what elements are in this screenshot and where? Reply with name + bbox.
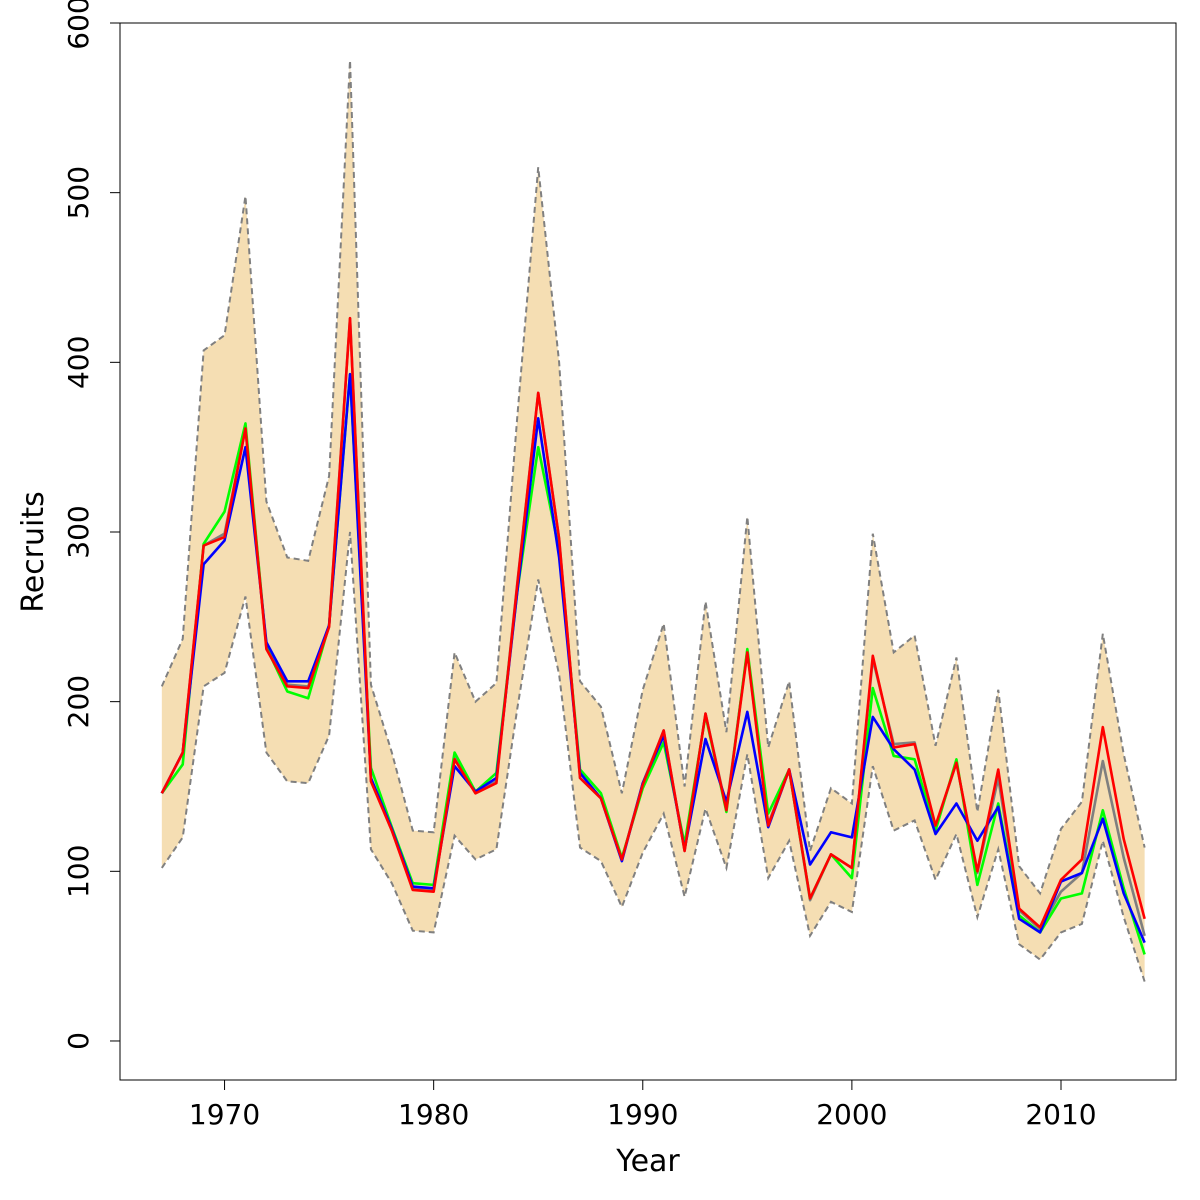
y-tick-label: 100: [62, 845, 95, 898]
y-axis: 0 100 200 300 400 500 600: [62, 0, 121, 1050]
y-tick-label: 0: [62, 1032, 95, 1050]
x-tick-label: 1970: [189, 1098, 260, 1131]
x-axis-title: Year: [615, 1144, 680, 1179]
y-tick-label: 300: [62, 505, 95, 558]
y-tick-label: 400: [62, 336, 95, 389]
x-tick-label: 1980: [398, 1098, 469, 1131]
x-tick-label: 2000: [816, 1098, 887, 1131]
y-tick-label: 200: [62, 675, 95, 728]
y-tick-label: 500: [62, 166, 95, 219]
confidence-band-fill: [161, 60, 1145, 982]
x-tick-label: 2010: [1025, 1098, 1096, 1131]
x-axis: 1970 1980 1990 2000 2010: [189, 1079, 1097, 1131]
x-tick-label: 1990: [607, 1098, 678, 1131]
y-axis-title: Recruits: [16, 491, 51, 613]
y-tick-label: 600: [62, 0, 95, 50]
confidence-band-upper: [160, 60, 1146, 896]
confidence-band-layer: [160, 60, 1146, 982]
series-layer: [160, 316, 1146, 955]
confidence-band-lower: [160, 531, 1146, 982]
series-line-red: [160, 316, 1146, 929]
